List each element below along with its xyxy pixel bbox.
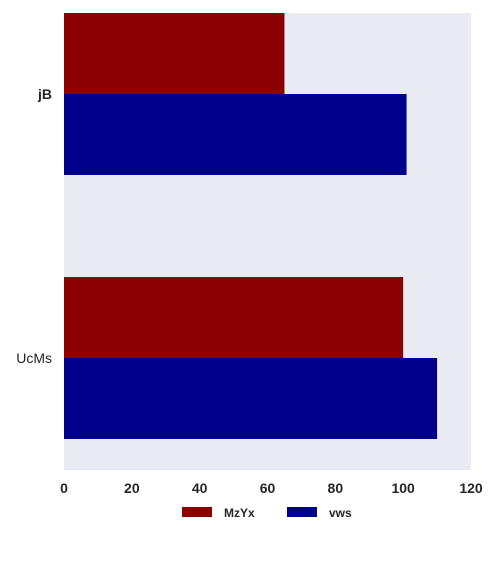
bar-mzyx-ucms [64,277,404,358]
bar-mzyx-jb [64,13,285,94]
legend: MzYx vws [182,506,352,520]
y-tick-label-jb: jB [37,86,52,102]
legend-label-mzyx: MzYx [224,506,255,520]
x-tick-label-40: 40 [192,480,208,496]
bars-group [64,13,438,439]
legend-label-vws: vws [329,506,352,520]
x-tick-label-80: 80 [328,480,344,496]
x-tick-labels: 0 20 40 60 80 100 120 [60,480,483,496]
bar-vws-ucms [64,358,438,439]
legend-swatch-vws [287,507,317,517]
x-tick-label-0: 0 [60,480,68,496]
x-tick-label-60: 60 [260,480,276,496]
y-tick-labels: jB UcMs [16,86,52,366]
y-tick-label-ucms: UcMs [16,350,52,366]
bar-vws-jb [64,94,407,175]
legend-swatch-mzyx [182,507,212,517]
x-tick-label-20: 20 [124,480,140,496]
x-tick-label-120: 120 [459,480,483,496]
x-tick-label-100: 100 [391,480,415,496]
